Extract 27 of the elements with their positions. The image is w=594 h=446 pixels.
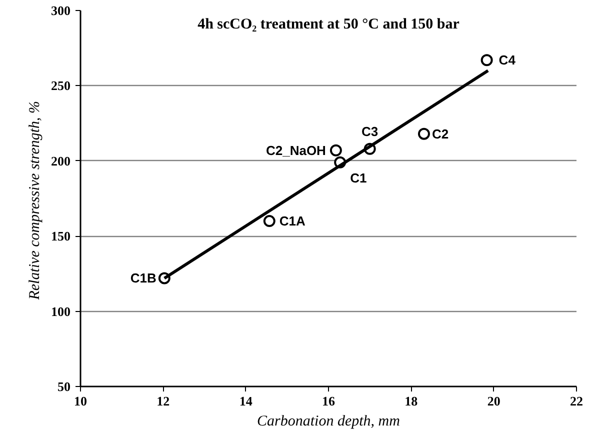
x-tick-label: 18 [404,394,418,408]
annotation: C1B [130,270,156,286]
y-tick-label: 200 [51,153,70,168]
annotation: C2_NaOH [266,142,326,158]
x-tick-label: 20 [487,394,500,408]
x-tick-label: 10 [74,394,87,408]
annotation: C1A [279,214,306,229]
annotation: C1 [350,170,367,186]
x-tick-label: 16 [322,394,336,408]
y-axis-title: Relative compressive strength, % [27,100,43,301]
annotation: C3 [362,124,378,139]
y-tick-label: 150 [51,228,70,244]
x-axis-title: Carbonation depth, mm [257,414,400,430]
point [330,144,342,156]
x-tick-label: 22 [570,394,583,408]
point [480,54,493,66]
x-tick-label: 14 [239,394,253,408]
point [263,215,276,228]
y-tick-label: 100 [51,304,70,319]
x-tick-label: 12 [156,394,170,408]
y-tick-label: 50 [58,379,70,394]
y-tick-label: 300 [51,3,70,18]
y-tick-label: 250 [51,78,70,94]
chart-title: 4h scCO₂ treatment at 50 °C and 150 bar [198,16,460,32]
annotation: C4 [498,52,516,68]
point [418,128,430,140]
annotation: C2 [432,126,449,142]
